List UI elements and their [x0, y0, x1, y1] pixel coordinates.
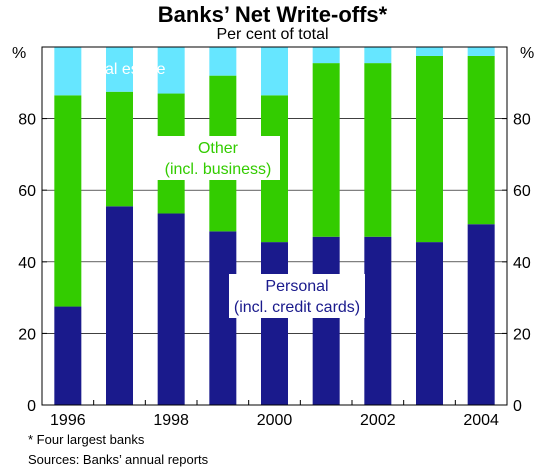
x-tick-label: 2004: [463, 412, 499, 429]
bar-personal: [467, 224, 495, 405]
y-tick-label-right: 40: [513, 255, 531, 272]
series-labels: Personal (incl. credit cards) Other (incl. …: [85, 61, 365, 318]
bar-realestate: [467, 47, 495, 56]
bar-realestate: [416, 47, 443, 56]
bar-other: [416, 55, 443, 243]
bar-other: [364, 63, 392, 237]
axis-ticks: 0 0 20 20 40 40 60 60 80 80 1996 1998 2000 2002 2004: [18, 112, 531, 429]
y-tick-label-right: 60: [513, 183, 531, 200]
y-tick-label-left: 60: [18, 183, 36, 200]
bar-realestate: [312, 47, 340, 64]
bar-other: [467, 55, 495, 225]
bar-personal: [209, 231, 237, 405]
bar-realestate: [364, 47, 392, 64]
bar-other: [54, 95, 82, 307]
x-tick-label: 1998: [153, 412, 189, 429]
y-tick-label-left: 80: [18, 112, 36, 129]
bar-personal: [54, 306, 82, 405]
chart-subtitle: Per cent of total: [216, 26, 329, 43]
bar-personal: [157, 213, 185, 405]
bar-personal: [416, 242, 443, 405]
bar-realestate: [209, 47, 237, 76]
y-unit-right: %: [520, 45, 534, 62]
y-tick-label-left: 0: [27, 398, 36, 415]
bars: [54, 47, 495, 405]
personal-label-bg: [229, 274, 365, 318]
chart-title: Banks’ Net Write-offs*: [157, 2, 388, 27]
y-tick-label-right: 0: [513, 398, 522, 415]
footnote-note: * Four largest banks: [28, 432, 145, 447]
y-tick-label-right: 20: [513, 326, 531, 343]
plot-frame: [41, 46, 508, 406]
series-label-realestate: Real estate: [85, 61, 166, 78]
bar-other: [312, 63, 340, 237]
series-sublabel-other: (incl. business): [165, 161, 272, 178]
y-unit-left: %: [12, 45, 26, 62]
footnote-source: Sources: Banks’ annual reports: [28, 452, 209, 467]
x-tick-label: 2000: [257, 412, 293, 429]
y-tick-label-left: 20: [18, 326, 36, 343]
x-tick-label: 2002: [360, 412, 396, 429]
bar-personal: [106, 206, 133, 405]
x-tick-label: 1996: [50, 412, 86, 429]
bar-realestate: [261, 47, 288, 96]
other-label-bg: [156, 136, 280, 180]
y-tick-label-right: 80: [513, 112, 531, 129]
bar-realestate: [54, 47, 82, 96]
series-label-other: Other: [198, 140, 239, 157]
series-label-personal: Personal: [265, 278, 328, 295]
series-sublabel-personal: (incl. credit cards): [234, 299, 360, 316]
bar-other: [106, 91, 133, 207]
bar-personal: [261, 242, 288, 405]
bar-realestate: [106, 47, 133, 92]
y-tick-label-left: 40: [18, 255, 36, 272]
bar-realestate: [157, 47, 185, 94]
bar-personal: [312, 236, 340, 405]
bar-personal: [364, 236, 392, 405]
